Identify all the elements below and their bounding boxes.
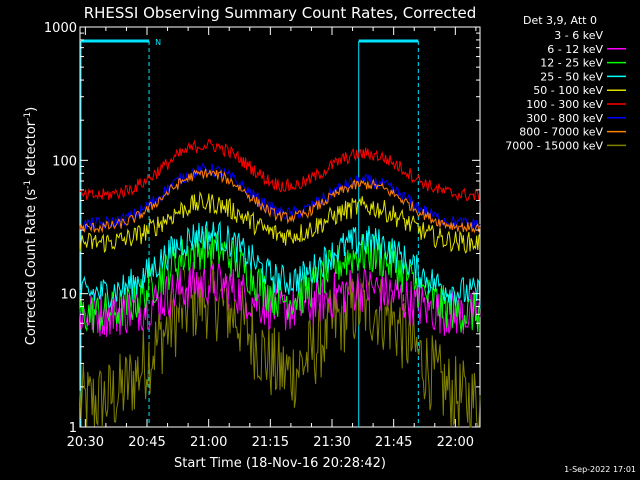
- footer-timestamp: 1-Sep-2022 17:01: [564, 465, 636, 474]
- series-line: [79, 256, 481, 338]
- y-axis-label-end: ): [24, 107, 39, 112]
- legend-entry-label: 50 - 100 keV: [533, 84, 603, 97]
- y-tick-label: 10: [60, 288, 77, 303]
- series-line: [79, 227, 481, 333]
- legend-entry-label: 12 - 25 keV: [540, 57, 603, 70]
- y-axis-label-sup1: -1: [23, 180, 33, 189]
- series-line: [79, 191, 481, 254]
- night-marker-label: N: [155, 38, 161, 47]
- series-line: [79, 220, 481, 309]
- x-tick-label: 21:30: [313, 435, 350, 450]
- x-tick-label: 20:30: [67, 435, 104, 450]
- legend-entry-label: 25 - 50 keV: [540, 70, 603, 83]
- series-line: [79, 138, 481, 202]
- y-axis-label-sup2: -1: [23, 112, 33, 121]
- x-axis-label: Start Time (18-Nov-16 20:28:42): [174, 456, 386, 471]
- legend-header: Det 3,9, Att 0: [523, 14, 597, 27]
- x-tick-label: 20:45: [128, 435, 165, 450]
- axes: 20:30 20:45 21:00 21:15 21:30 21:45 22:00 1 10 10…: [44, 21, 480, 450]
- legend-entry-label: 3 - 6 keV: [554, 29, 603, 42]
- x-tick-label: 21:00: [190, 435, 227, 450]
- y-axis-label-main: Corrected Count Rate (s: [24, 189, 39, 346]
- legend-entry-label: 100 - 300 keV: [526, 98, 603, 111]
- legend-entry-label: 300 - 800 keV: [526, 112, 603, 125]
- y-tick-label: 100: [52, 154, 77, 169]
- legend-entry-label: 6 - 12 keV: [547, 43, 603, 56]
- x-tick-label: 22:00: [437, 435, 474, 450]
- series-line: [79, 163, 481, 232]
- chart-title: RHESSI Observing Summary Count Rates, Co…: [84, 4, 477, 22]
- y-axis-label: Corrected Count Rate (s-1 detector-1): [23, 107, 39, 345]
- data-series-layer: [79, 138, 481, 428]
- series-line: [79, 168, 481, 234]
- x-tick-label: 21:45: [375, 435, 412, 450]
- legend-entry-label: 7000 - 15000 keV: [505, 139, 603, 152]
- night-markers: N: [80, 38, 419, 427]
- legend-entry-label: 800 - 7000 keV: [519, 126, 603, 139]
- y-tick-label: 1000: [44, 21, 77, 36]
- y-axis-label-mid: detector: [24, 120, 39, 180]
- y-tick-label: 1: [69, 421, 77, 436]
- x-tick-label: 21:15: [252, 435, 289, 450]
